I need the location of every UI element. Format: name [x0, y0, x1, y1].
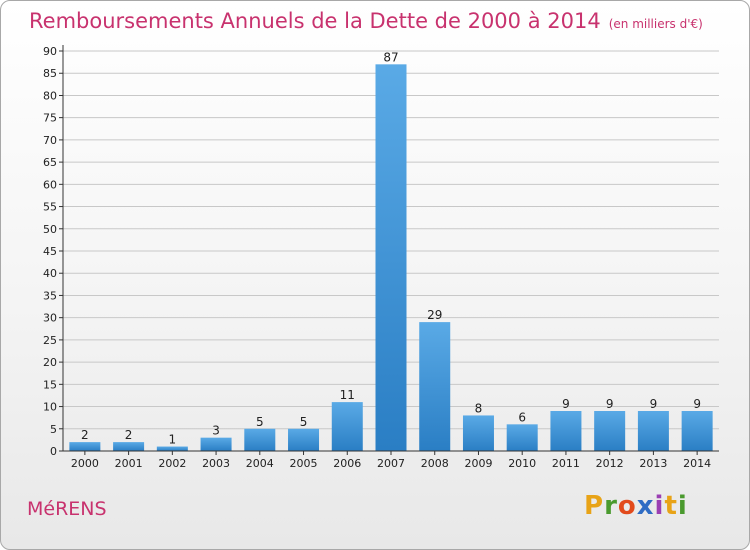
y-tick-label: 80 [43, 89, 57, 102]
data-label-2009: 8 [475, 401, 483, 415]
bar-2007 [375, 64, 407, 452]
logo-letter: o [617, 491, 637, 521]
bar-2001 [113, 442, 145, 451]
x-tick-label: 2007 [377, 457, 405, 470]
bar-2013 [637, 411, 669, 451]
logo-letter: i [677, 491, 688, 521]
y-tick-label: 50 [43, 223, 57, 236]
data-label-2002: 1 [169, 433, 177, 447]
axes: 0510152025303540455055606570758085902000… [43, 45, 719, 470]
data-label-2012: 9 [606, 397, 614, 411]
y-tick-label: 25 [43, 334, 57, 347]
x-tick-label: 2004 [246, 457, 274, 470]
bars: 2 2 1 3 5 5 11 87 29 8 6 9 9 9 9 [69, 50, 713, 452]
bar-2008 [419, 322, 451, 451]
bar-2011 [550, 411, 582, 451]
y-tick-label: 10 [43, 401, 57, 414]
y-tick-label: 65 [43, 156, 57, 169]
x-tick-label: 2012 [596, 457, 624, 470]
y-tick-label: 60 [43, 178, 57, 191]
logo-letter: i [654, 491, 665, 521]
y-tick-label: 55 [43, 201, 57, 214]
data-label-2007: 87 [383, 50, 398, 64]
y-tick-label: 85 [43, 67, 57, 80]
y-tick-label: 15 [43, 378, 57, 391]
logo-letter: r [604, 491, 618, 521]
y-tick-label: 45 [43, 245, 57, 258]
bar-2012 [594, 411, 626, 451]
chart-title-main: Remboursements Annuels de la Dette de 20… [29, 9, 601, 33]
data-label-2010: 6 [518, 410, 526, 424]
bar-2003 [200, 437, 232, 451]
y-tick-label: 40 [43, 267, 57, 280]
x-tick-label: 2005 [290, 457, 318, 470]
data-label-2000: 2 [81, 428, 89, 442]
bar-2000 [69, 442, 101, 451]
chart-title: Remboursements Annuels de la Dette de 20… [29, 9, 703, 33]
data-label-2004: 5 [256, 415, 264, 429]
bar-2010 [506, 424, 538, 451]
data-label-2001: 2 [125, 428, 133, 442]
x-tick-label: 2010 [508, 457, 536, 470]
x-tick-label: 2006 [333, 457, 361, 470]
y-tick-label: 75 [43, 112, 57, 125]
data-label-2006: 11 [340, 388, 355, 402]
x-tick-label: 2009 [464, 457, 492, 470]
logo-letter: t [664, 491, 678, 521]
bar-2002 [156, 446, 188, 451]
data-label-2005: 5 [300, 415, 308, 429]
y-tick-label: 70 [43, 134, 57, 147]
bar-2004 [244, 428, 276, 451]
data-label-2014: 9 [693, 397, 701, 411]
commune-name: MéRENS [27, 498, 107, 520]
chart-unit-note: (en milliers d'€) [608, 17, 703, 31]
bar-2009 [462, 415, 494, 451]
x-tick-label: 2003 [202, 457, 230, 470]
x-tick-label: 2011 [552, 457, 580, 470]
x-tick-label: 2014 [683, 457, 711, 470]
data-label-2008: 29 [427, 308, 442, 322]
x-tick-label: 2013 [639, 457, 667, 470]
bar-2006 [331, 402, 363, 451]
y-tick-label: 90 [43, 45, 57, 58]
x-tick-label: 2002 [158, 457, 186, 470]
y-tick-label: 0 [50, 445, 57, 458]
data-label-2003: 3 [212, 424, 220, 438]
y-tick-label: 5 [50, 423, 57, 436]
x-tick-label: 2001 [115, 457, 143, 470]
bar-2005 [288, 428, 320, 451]
logo-letter: P [584, 491, 605, 521]
x-tick-label: 2000 [71, 457, 99, 470]
logo-letter: x [636, 491, 655, 521]
data-label-2013: 9 [650, 397, 658, 411]
data-label-2011: 9 [562, 397, 570, 411]
y-tick-label: 30 [43, 312, 57, 325]
y-tick-label: 20 [43, 356, 57, 369]
x-tick-label: 2008 [421, 457, 449, 470]
proxiti-logo: Proxiti [584, 491, 688, 521]
y-tick-label: 35 [43, 289, 57, 302]
bar-2014 [681, 411, 713, 451]
